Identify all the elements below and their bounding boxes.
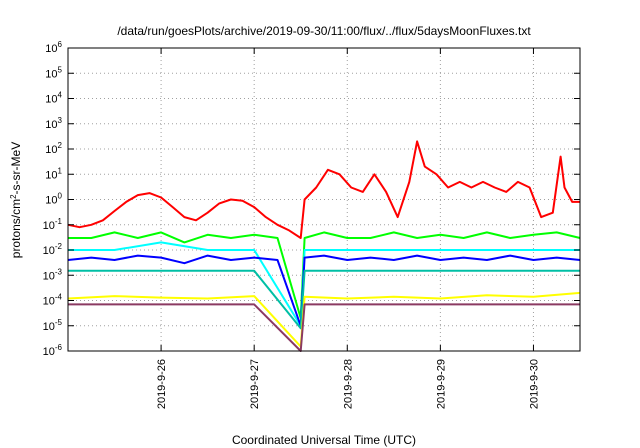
chart-title: /data/run/goesPlots/archive/2019-09-30/1… — [117, 24, 531, 38]
y-tick-label: 102 — [45, 141, 62, 156]
y-axis-title-sup: 2 — [9, 194, 18, 199]
x-tick-label: 2019-9-29 — [435, 359, 447, 409]
y-tick-label: 106 — [45, 40, 62, 55]
y-tick-label: 100 — [45, 192, 62, 207]
y-tick-label-exp: 2 — [58, 141, 63, 150]
y-tick-label-base: 10 — [45, 68, 57, 80]
y-tick-label: 105 — [45, 65, 62, 80]
y-axis-title-base: protons/cm — [9, 199, 23, 258]
x-tick-label: 2019-9-28 — [342, 359, 354, 409]
y-tick-label-base: 10 — [45, 195, 57, 207]
x-tick-label: 2019-9-30 — [528, 359, 540, 409]
y-tick-label: 10-6 — [43, 343, 63, 358]
series-line-1 — [67, 140, 580, 239]
y-tick-label-exp: -3 — [55, 267, 63, 276]
y-tick-label-exp: 6 — [58, 40, 63, 49]
y-tick-label: 10-4 — [43, 293, 63, 308]
y-axis-title-rest: -s-sr-MeV — [9, 142, 23, 195]
y-tick-label-exp: 1 — [58, 166, 63, 175]
y-tick-label-exp: -4 — [55, 293, 63, 302]
y-tick-label-base: 10 — [43, 296, 55, 308]
series-line-4 — [67, 254, 581, 327]
y-tick-label-exp: 4 — [58, 91, 63, 100]
y-tick-label-exp: 3 — [58, 116, 63, 125]
y-tick-label-base: 10 — [43, 245, 55, 257]
y-tick-label-base: 10 — [43, 220, 55, 232]
y-tick-label-exp: -1 — [55, 217, 63, 226]
y-tick-label: 10-2 — [43, 242, 63, 257]
y-tick-label-exp: -6 — [55, 343, 63, 352]
y-tick-label-exp: 0 — [58, 192, 63, 201]
series-line-6 — [67, 291, 581, 348]
grid-layer — [68, 48, 580, 351]
y-tick-label-base: 10 — [45, 144, 57, 156]
y-tick-label-base: 10 — [43, 270, 55, 282]
y-tick-label: 103 — [45, 116, 62, 131]
x-axis-title: Coordinated Universal Time (UTC) — [232, 433, 416, 447]
series-line-2 — [68, 231, 581, 320]
y-tick-label: 10-3 — [43, 267, 63, 282]
x-tick-label: 2019-9-26 — [156, 359, 168, 409]
series-line-7 — [68, 303, 580, 352]
y-tick-label: 104 — [45, 91, 62, 106]
y-tick-label-base: 10 — [45, 94, 57, 106]
y-tick-label: 10-1 — [43, 217, 63, 232]
y-tick-label-exp: 5 — [58, 65, 63, 74]
y-tick-label-exp: -2 — [55, 242, 63, 251]
y-tick-label-base: 10 — [45, 119, 57, 131]
y-tick-label-base: 10 — [45, 43, 57, 55]
y-tick-label-exp: -5 — [55, 318, 63, 327]
y-tick-label-base: 10 — [43, 321, 55, 333]
series-line-3 — [68, 241, 580, 327]
y-tick-label-base: 10 — [43, 346, 55, 358]
y-axis-title: protons/cm2-s-sr-MeV — [9, 142, 24, 258]
y-tick-label: 101 — [45, 166, 62, 181]
y-tick-label: 10-5 — [43, 318, 63, 333]
series-line-5 — [68, 269, 580, 330]
x-tick-label: 2019-9-27 — [249, 359, 261, 409]
series-layer — [67, 140, 581, 352]
ticks-layer: 10-610-510-410-310-210-11001011021031041… — [43, 40, 580, 409]
y-tick-label-base: 10 — [45, 169, 57, 181]
